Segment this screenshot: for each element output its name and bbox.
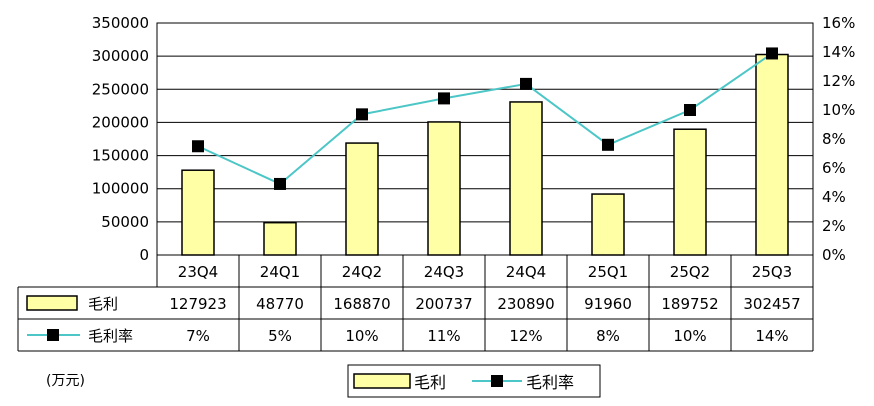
table-cell-gross-margin: 7% (186, 327, 210, 345)
legend-swatch-marker (491, 375, 503, 387)
legend: 毛利 毛利率 (347, 364, 601, 398)
table-cell-gross-margin: 11% (427, 327, 460, 345)
row-header-line: 毛利率 (88, 327, 133, 345)
category-label: 24Q1 (260, 263, 300, 281)
category-label: 24Q3 (424, 263, 464, 281)
table-cell-gross-profit: 48770 (256, 295, 304, 313)
line-marker (356, 108, 368, 121)
bar (591, 193, 625, 256)
table-cell-gross-margin: 5% (268, 327, 292, 345)
legend-swatch-bar (353, 373, 411, 389)
line-marker (520, 77, 532, 90)
table-cell-gross-margin: 12% (509, 327, 542, 345)
table-cell-gross-margin: 10% (673, 327, 706, 345)
y-left-tick-label: 150000 (92, 147, 149, 165)
table-cell-gross-profit: 189752 (661, 295, 718, 313)
line-marker (438, 92, 450, 105)
unit-note: (万元) (46, 373, 85, 389)
line-marker (192, 140, 204, 153)
y-right-tick-label: 6% (822, 159, 846, 177)
category-label: 23Q4 (178, 263, 218, 281)
line-marker (684, 104, 696, 116)
category-label: 24Q4 (506, 263, 546, 281)
bar (263, 221, 297, 256)
y-left-tick-label: 350000 (92, 14, 149, 32)
series-line (197, 52, 773, 186)
line-layer (192, 47, 778, 190)
category-label: 25Q3 (752, 263, 792, 281)
bars-layer (181, 53, 789, 256)
plot-frame (156, 22, 814, 256)
row-header-bar: 毛利 (88, 295, 118, 313)
y-axis-left: 0 50000 100000 150000 200000 250000 300000 3500… (92, 14, 149, 264)
table-cell-gross-profit: 168870 (333, 295, 390, 313)
table-cell-gross-margin: 8% (596, 327, 620, 345)
table-cell-gross-profit: 200737 (415, 295, 472, 313)
y-right-tick-label: 8% (822, 130, 846, 148)
y-left-tick-label: 100000 (92, 180, 149, 198)
legend-label-line: 毛利率 (526, 373, 574, 392)
bar (345, 142, 379, 256)
y-right-tick-label: 0% (822, 246, 846, 264)
gridlines (157, 22, 813, 256)
y-left-tick-label: 200000 (92, 113, 149, 131)
bar (181, 169, 215, 256)
table-cell-gross-profit: 302457 (743, 295, 800, 313)
y-right-tick-label: 2% (822, 217, 846, 235)
bar (755, 53, 789, 256)
line-marker (274, 177, 286, 190)
legend-label-bar: 毛利 (414, 373, 446, 392)
bar (427, 121, 461, 256)
table-cell-gross-profit: 230890 (497, 295, 554, 313)
y-left-tick-label: 50000 (101, 213, 149, 231)
y-left-tick-label: 300000 (92, 47, 149, 65)
y-right-tick-label: 12% (822, 72, 855, 90)
table-cell-gross-margin: 14% (755, 327, 788, 345)
line-marker (766, 47, 778, 60)
table-cell-gross-margin: 10% (345, 327, 378, 345)
y-right-tick-label: 4% (822, 188, 846, 206)
line-marker (602, 138, 614, 151)
row-header-swatch-bar (26, 295, 78, 311)
y-left-tick-label: 250000 (92, 80, 149, 98)
table-cell-gross-profit: 91960 (584, 295, 632, 313)
y-axis-right: 0% 2% 4% 6% 8% 10% 12% 14% 16% (822, 14, 855, 264)
category-label: 25Q1 (588, 263, 628, 281)
table-cell-gross-profit: 127923 (169, 295, 226, 313)
category-label: 25Q2 (670, 263, 710, 281)
y-right-tick-label: 16% (822, 14, 855, 32)
bar (509, 101, 543, 256)
y-right-tick-label: 10% (822, 101, 855, 119)
bar (673, 128, 707, 256)
y-right-tick-label: 14% (822, 43, 855, 61)
row-header-swatch-marker (47, 329, 59, 341)
y-left-tick-label: 0 (139, 246, 149, 264)
category-label: 24Q2 (342, 263, 382, 281)
